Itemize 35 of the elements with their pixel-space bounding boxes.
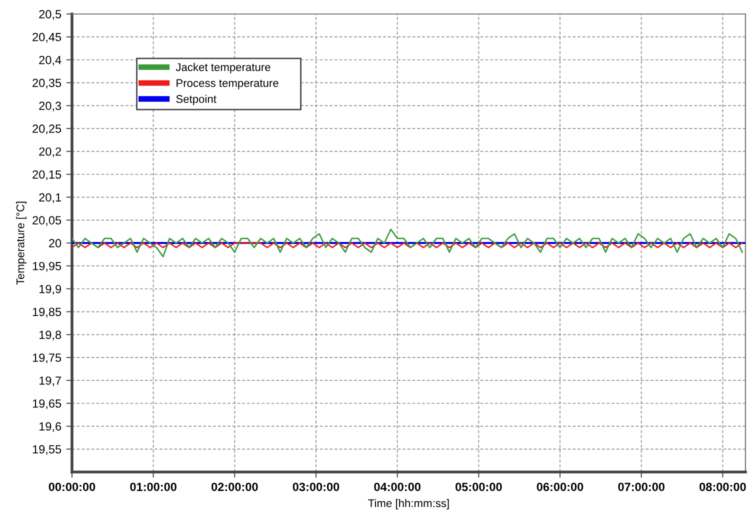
x-tick-label: 07:00:00 bbox=[618, 482, 665, 492]
line-series bbox=[72, 228, 743, 258]
x-tick-label: 00:00:00 bbox=[48, 482, 96, 492]
y-tick-label: 19,85 bbox=[32, 308, 62, 318]
y-tick-label: 19,95 bbox=[32, 262, 62, 272]
y-tick-label: 20,5 bbox=[39, 10, 62, 20]
legend-label: Setpoint bbox=[176, 94, 216, 106]
y-tick-label: 19,6 bbox=[39, 422, 62, 432]
x-tick-label: 06:00:00 bbox=[536, 482, 584, 492]
x-tick-label: 02:00:00 bbox=[212, 482, 258, 492]
x-tick-label: 04:00:00 bbox=[374, 482, 420, 492]
y-tick-label: 19,65 bbox=[32, 399, 62, 410]
y-tick-label: 19,9 bbox=[39, 284, 62, 295]
y-tick-label: 20,25 bbox=[32, 124, 62, 134]
x-axis-title: Time [hh:mm:ss] bbox=[368, 498, 449, 510]
y-tick-label: 20,05 bbox=[32, 216, 62, 226]
legend-label: Process temperature bbox=[176, 79, 278, 90]
y-tick-label: 20 bbox=[49, 239, 62, 248]
x-tick-label: 08:00:00 bbox=[700, 482, 746, 492]
y-tick-label: 20,2 bbox=[39, 147, 61, 158]
y-tick-label: 20,1 bbox=[39, 193, 61, 203]
y-tick-label: 19,7 bbox=[39, 376, 61, 386]
y-tick-label: 20,15 bbox=[32, 170, 62, 180]
x-tick-label: 05:00:00 bbox=[456, 482, 502, 492]
y-tick-label: 20,4 bbox=[39, 56, 62, 66]
x-tick-label: 03:00:00 bbox=[292, 482, 340, 492]
y-tick-label: 19,55 bbox=[32, 445, 62, 455]
y-tick-label: 20,45 bbox=[32, 32, 62, 43]
y-tick-label: 19,75 bbox=[32, 354, 62, 364]
y-tick-label: 20,35 bbox=[32, 78, 62, 88]
x-tick-label: 01:00:00 bbox=[130, 482, 176, 492]
legend-label: Jacket temperature bbox=[176, 62, 270, 74]
y-tick-label: 20,3 bbox=[39, 102, 62, 112]
y-tick-label: 19,8 bbox=[39, 330, 62, 340]
y-axis-title: Temperature [°C] bbox=[16, 202, 26, 285]
